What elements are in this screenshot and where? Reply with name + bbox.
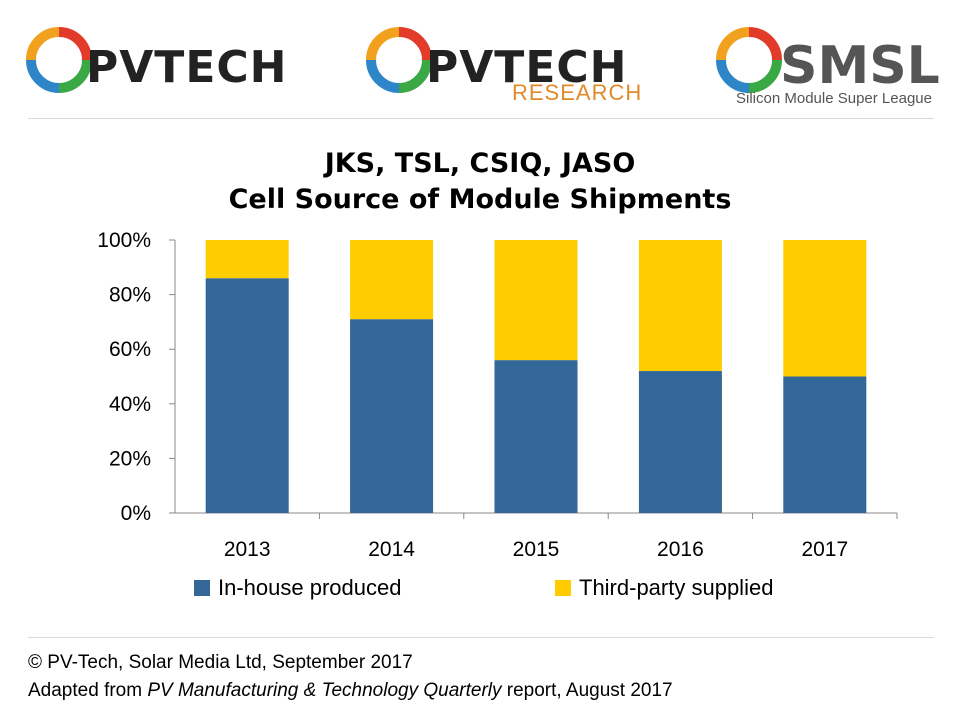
bar-in-house-2015 bbox=[494, 360, 578, 513]
pvtech-research-swirl-icon bbox=[366, 27, 432, 93]
bar-third-party-2015 bbox=[494, 240, 578, 361]
y-tick-label: 20% bbox=[109, 447, 151, 470]
smsl-logo: SMSL Silicon Module Super League bbox=[714, 22, 944, 112]
legend-item-third-party: Third-party supplied bbox=[555, 575, 773, 601]
bar-in-house-2016 bbox=[638, 371, 722, 513]
chart-title: JKS, TSL, CSIQ, JASO bbox=[324, 148, 636, 179]
pvtech-logo-text: PVTECH bbox=[86, 42, 288, 93]
header-divider bbox=[28, 118, 934, 119]
bar-in-house-2014 bbox=[350, 319, 434, 513]
smsl-logo-text: SMSL bbox=[780, 36, 940, 96]
x-tick-label: 2016 bbox=[657, 538, 704, 561]
legend-swatch-third-party bbox=[555, 580, 571, 596]
y-tick-label: 80% bbox=[109, 284, 151, 307]
legend-label-third-party: Third-party supplied bbox=[579, 575, 774, 600]
pvtech-research-logo-text: PVTECH bbox=[426, 42, 628, 93]
bar-in-house-2013 bbox=[205, 278, 289, 513]
pvtech-research-logo: PVTECH RESEARCH bbox=[364, 22, 654, 112]
chart-subtitle: Cell Source of Module Shipments bbox=[228, 184, 732, 215]
source-report-name: PV Manufacturing & Technology Quarterly bbox=[147, 680, 502, 701]
source-line: Adapted from PV Manufacturing & Technolo… bbox=[28, 680, 673, 702]
bar-in-house-2017 bbox=[783, 376, 867, 513]
bar-third-party-2013 bbox=[205, 240, 289, 279]
pvtech-logo: PVTECH bbox=[24, 22, 304, 112]
bar-third-party-2016 bbox=[638, 240, 722, 372]
pvtech-swirl-icon bbox=[26, 27, 92, 93]
legend-label-in-house: In-house produced bbox=[218, 575, 402, 600]
y-tick-label: 40% bbox=[109, 393, 151, 416]
smsl-swirl-icon bbox=[716, 27, 782, 93]
y-tick-label: 0% bbox=[121, 502, 151, 525]
source-prefix: Adapted from bbox=[28, 680, 148, 701]
legend-item-in-house: In-house produced bbox=[194, 575, 401, 601]
footer-divider bbox=[28, 637, 934, 638]
x-tick-label: 2014 bbox=[368, 538, 415, 561]
x-tick-label: 2017 bbox=[801, 538, 848, 561]
y-tick-label: 60% bbox=[109, 338, 151, 361]
y-tick-label: 100% bbox=[97, 229, 151, 252]
copyright-line: © PV-Tech, Solar Media Ltd, September 20… bbox=[28, 652, 413, 673]
bar-third-party-2014 bbox=[350, 240, 434, 320]
stacked-bar-chart: 0% 20% 40% 60% 80% 100% 2013 2014 2015 2016 2017 bbox=[97, 229, 898, 561]
legend-swatch-in-house bbox=[194, 580, 210, 596]
source-suffix: report, August 2017 bbox=[501, 680, 673, 701]
bar-third-party-2017 bbox=[783, 240, 867, 377]
smsl-logo-sub: Silicon Module Super League bbox=[736, 90, 932, 107]
x-tick-label: 2013 bbox=[224, 538, 271, 561]
pvtech-research-logo-sub: RESEARCH bbox=[512, 80, 643, 105]
x-tick-label: 2015 bbox=[513, 538, 560, 561]
